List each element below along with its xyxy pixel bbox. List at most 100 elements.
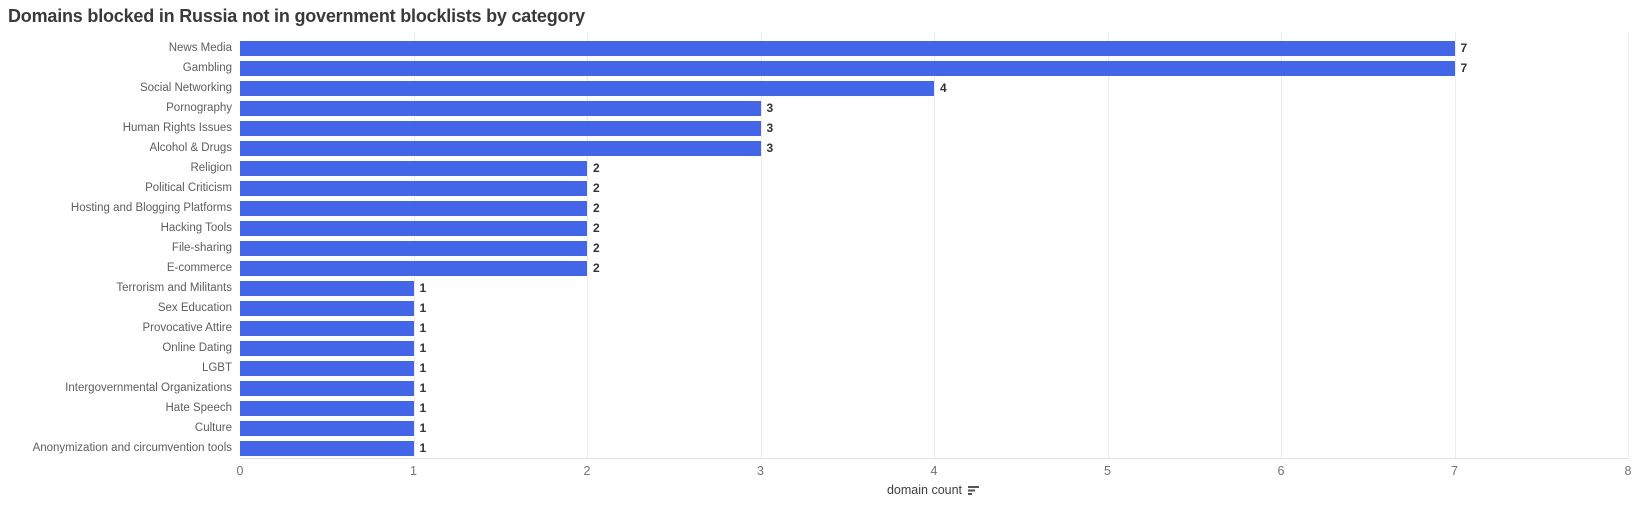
gridline bbox=[934, 32, 935, 458]
bar bbox=[240, 280, 414, 296]
bar-row: Online Dating 1 bbox=[0, 338, 1636, 358]
bar-track: 3 bbox=[240, 140, 1628, 156]
gridline bbox=[587, 32, 588, 458]
bar bbox=[240, 120, 761, 136]
bar-row: Sex Education 1 bbox=[0, 298, 1636, 318]
x-tick-label: 2 bbox=[583, 464, 591, 478]
value-label: 1 bbox=[419, 400, 427, 415]
bar-track: 2 bbox=[240, 160, 1628, 176]
bar-track: 2 bbox=[240, 200, 1628, 216]
bar-track: 1 bbox=[240, 340, 1628, 356]
value-label: 1 bbox=[419, 320, 427, 335]
category-label: Online Dating bbox=[162, 342, 232, 354]
bar-track: 3 bbox=[240, 120, 1628, 136]
bar-row: News Media 7 bbox=[0, 38, 1636, 58]
category-label: Anonymization and circumvention tools bbox=[32, 442, 232, 454]
bar bbox=[240, 180, 587, 196]
bar bbox=[240, 420, 414, 436]
bar-row: Gambling 7 bbox=[0, 58, 1636, 78]
gridline bbox=[1281, 32, 1282, 458]
bar bbox=[240, 320, 414, 336]
value-label: 7 bbox=[1460, 40, 1468, 55]
bar bbox=[240, 160, 587, 176]
bar bbox=[240, 380, 414, 396]
category-label: Gambling bbox=[182, 62, 232, 74]
x-axis-label: domain count bbox=[886, 483, 963, 497]
value-label: 3 bbox=[766, 140, 774, 155]
bar-track: 1 bbox=[240, 300, 1628, 316]
value-label: 1 bbox=[419, 420, 427, 435]
category-label: Terrorism and Militants bbox=[116, 282, 232, 294]
bar-track: 1 bbox=[240, 280, 1628, 296]
gridline bbox=[760, 32, 762, 458]
gridline bbox=[1107, 32, 1109, 458]
bar bbox=[240, 140, 761, 156]
value-label: 2 bbox=[593, 160, 600, 175]
bar-track: 1 bbox=[240, 420, 1628, 436]
bar-track: 1 bbox=[240, 360, 1628, 376]
category-label: E-commerce bbox=[166, 262, 232, 274]
x-tick-label: 5 bbox=[1104, 464, 1111, 478]
bar-row: Human Rights Issues 3 bbox=[0, 118, 1636, 138]
gridline bbox=[1454, 32, 1456, 458]
bar bbox=[240, 80, 934, 96]
bar-row: Hate Speech 1 bbox=[0, 398, 1636, 418]
gridline bbox=[1628, 32, 1629, 458]
x-tick-label: 4 bbox=[930, 464, 938, 478]
value-label: 2 bbox=[593, 260, 600, 275]
x-axis-title: domain count bbox=[240, 483, 1628, 497]
x-tick-label: 0 bbox=[236, 464, 244, 478]
category-label: Social Networking bbox=[139, 82, 232, 94]
bar bbox=[240, 300, 414, 316]
bar-row: Terrorism and Militants 1 bbox=[0, 278, 1636, 298]
bar-row: Hacking Tools 2 bbox=[0, 218, 1636, 238]
bar-track: 7 bbox=[240, 60, 1628, 76]
category-label: Pornography bbox=[166, 102, 232, 114]
value-label: 1 bbox=[419, 360, 427, 375]
category-label: Hacking Tools bbox=[160, 222, 232, 234]
category-label: Hate Speech bbox=[165, 402, 233, 414]
bar bbox=[240, 200, 587, 216]
bar bbox=[240, 360, 414, 376]
value-label: 1 bbox=[419, 380, 427, 395]
plot-area: News Media 7 Gambling 7 Social Networking 4 Po… bbox=[0, 38, 1636, 458]
x-tick-label: 6 bbox=[1277, 464, 1285, 478]
category-label: News Media bbox=[168, 42, 232, 54]
bar-track: 1 bbox=[240, 440, 1628, 456]
bar bbox=[240, 100, 761, 116]
bar bbox=[240, 40, 1455, 56]
bar-track: 4 bbox=[240, 80, 1628, 96]
bar-row: Intergovernmental Organizations 1 bbox=[0, 378, 1636, 398]
bar-row: Social Networking 4 bbox=[0, 78, 1636, 98]
value-label: 2 bbox=[593, 180, 600, 195]
value-label: 1 bbox=[419, 300, 427, 315]
bar bbox=[240, 440, 414, 456]
x-tick-label: 3 bbox=[757, 464, 764, 478]
bar-track: 2 bbox=[240, 260, 1628, 276]
bar-row: E-commerce 2 bbox=[0, 258, 1636, 278]
x-tick-label: 1 bbox=[410, 464, 417, 478]
x-tick-label: 8 bbox=[1624, 464, 1632, 478]
sort-descending-icon[interactable] bbox=[968, 485, 981, 495]
category-label: LGBT bbox=[201, 362, 232, 374]
value-label: 2 bbox=[593, 200, 600, 215]
value-label: 1 bbox=[419, 340, 427, 355]
bar-row: Religion 2 bbox=[0, 158, 1636, 178]
bar-track: 1 bbox=[240, 320, 1628, 336]
value-label: 7 bbox=[1460, 60, 1468, 75]
bar-track: 3 bbox=[240, 100, 1628, 116]
value-label: 3 bbox=[766, 100, 774, 115]
bar-track: 2 bbox=[240, 240, 1628, 256]
value-label: 1 bbox=[419, 440, 427, 455]
category-label: Culture bbox=[194, 422, 232, 434]
bar bbox=[240, 220, 587, 236]
bar bbox=[240, 240, 587, 256]
bar-track: 2 bbox=[240, 180, 1628, 196]
bar-track: 1 bbox=[240, 400, 1628, 416]
bar-track: 7 bbox=[240, 40, 1628, 56]
category-label: File-sharing bbox=[171, 242, 232, 254]
category-label: Human Rights Issues bbox=[122, 122, 232, 134]
bar-track: 1 bbox=[240, 380, 1628, 396]
bar bbox=[240, 340, 414, 356]
category-label: Political Criticism bbox=[145, 182, 232, 194]
